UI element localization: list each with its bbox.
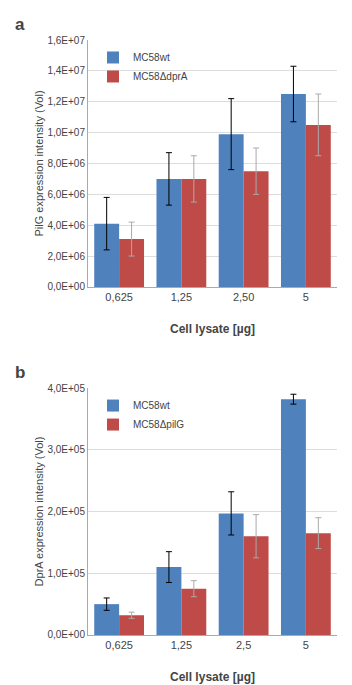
svg-text:0,625: 0,625 xyxy=(105,639,133,651)
svg-text:4,0E+05: 4,0E+05 xyxy=(47,383,85,394)
svg-text:MC58ΔpilG: MC58ΔpilG xyxy=(133,419,184,430)
svg-text:MC58wt: MC58wt xyxy=(133,52,170,63)
svg-text:2,0E+06: 2,0E+06 xyxy=(47,251,85,262)
svg-text:8,0E+06: 8,0E+06 xyxy=(47,158,85,169)
svg-text:a: a xyxy=(15,15,25,34)
svg-text:MC58ΔdprA: MC58ΔdprA xyxy=(133,71,188,82)
svg-text:0,0E+00: 0,0E+00 xyxy=(47,629,85,640)
svg-text:6,0E+06: 6,0E+06 xyxy=(47,189,85,200)
svg-text:DprA expression intensity (Vol: DprA expression intensity (Vol) xyxy=(33,437,45,587)
svg-text:2,50: 2,50 xyxy=(233,291,254,303)
svg-text:3,0E+05: 3,0E+05 xyxy=(47,444,85,455)
svg-text:2,5: 2,5 xyxy=(236,639,251,651)
svg-text:2,0E+05: 2,0E+05 xyxy=(47,506,85,517)
svg-text:1,0E+05: 1,0E+05 xyxy=(47,568,85,579)
svg-text:4,0E+06: 4,0E+06 xyxy=(47,220,85,231)
svg-text:1,4E+07: 1,4E+07 xyxy=(47,65,85,76)
svg-text:MC58wt: MC58wt xyxy=(133,400,170,411)
svg-text:1,0E+07: 1,0E+07 xyxy=(47,127,85,138)
svg-text:1,25: 1,25 xyxy=(171,291,192,303)
svg-text:Cell lysate [µg]: Cell lysate [µg] xyxy=(170,322,255,336)
svg-text:5: 5 xyxy=(303,639,309,651)
svg-text:0,0E+00: 0,0E+00 xyxy=(47,281,85,292)
svg-text:0,625: 0,625 xyxy=(105,291,133,303)
svg-text:1,6E+07: 1,6E+07 xyxy=(47,35,85,46)
svg-text:1,25: 1,25 xyxy=(171,639,192,651)
svg-text:b: b xyxy=(15,363,25,382)
svg-text:1,2E+07: 1,2E+07 xyxy=(47,96,85,107)
svg-text:5: 5 xyxy=(303,291,309,303)
svg-text:Cell lysate [µg]: Cell lysate [µg] xyxy=(170,670,255,684)
svg-text:PilG expression intensity (Vol: PilG expression intensity (Vol) xyxy=(33,90,45,236)
